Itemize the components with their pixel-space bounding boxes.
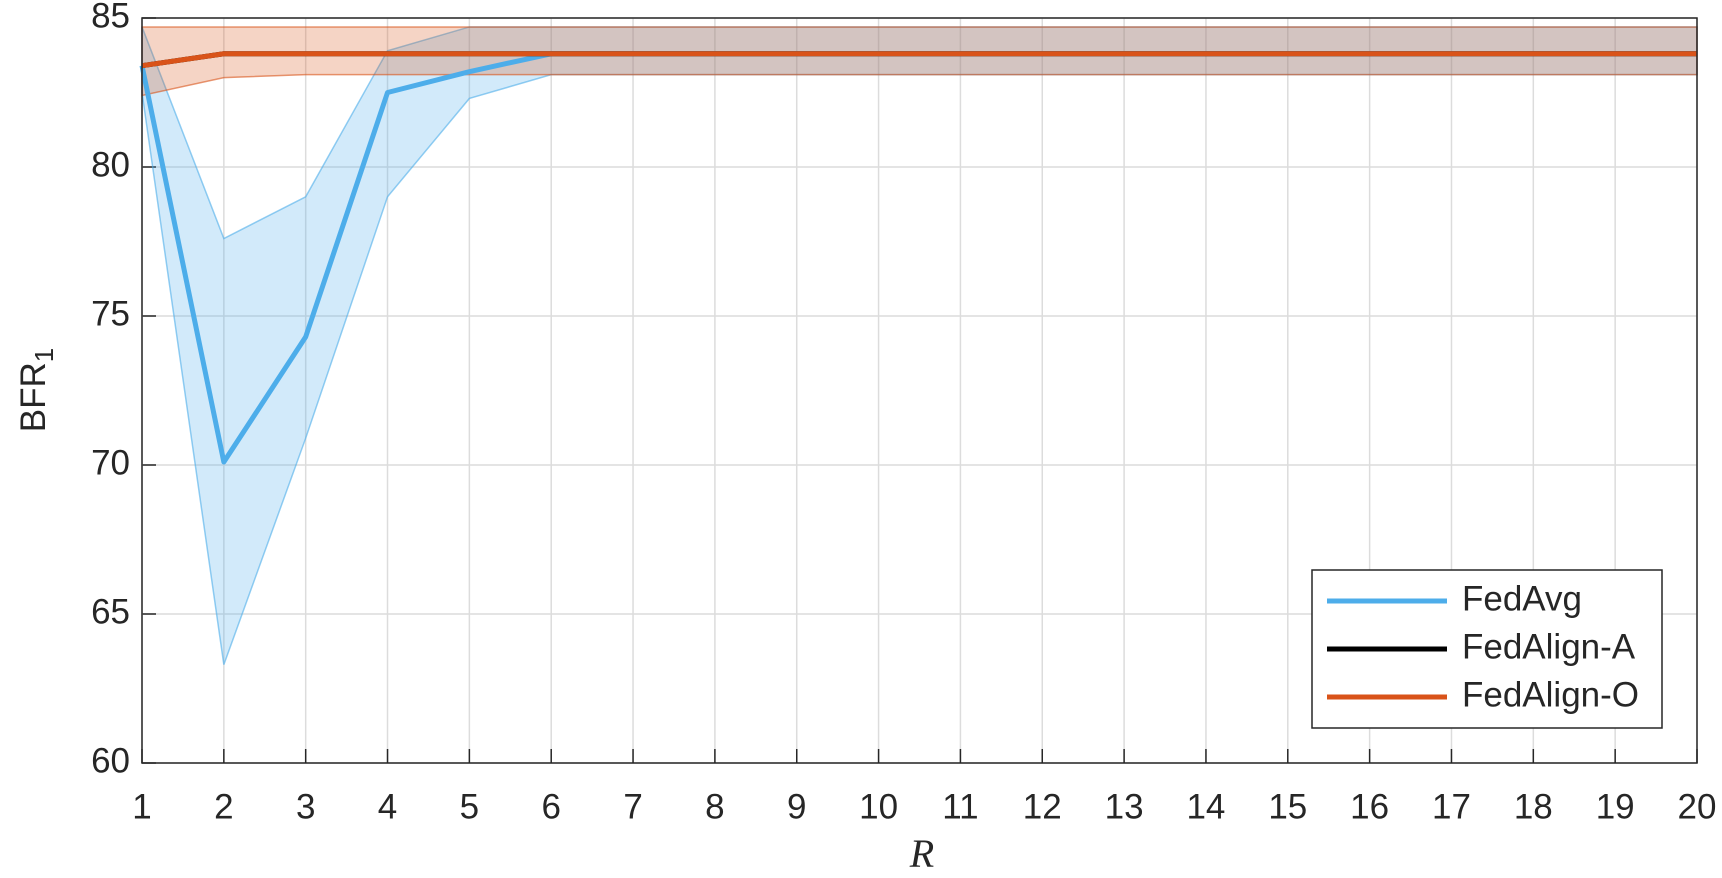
y-tick-label: 75: [91, 294, 130, 333]
x-tick-label: 3: [296, 787, 315, 826]
axes-box: [141, 17, 1698, 764]
x-tick-label: 10: [859, 787, 898, 826]
x-tick-label: 19: [1596, 787, 1635, 826]
y-tick-label: 70: [91, 443, 130, 482]
legend-label: FedAvg: [1462, 579, 1582, 618]
x-axis-label: R: [909, 831, 934, 876]
x-tick-label: 14: [1186, 787, 1225, 826]
x-tick-label: 1: [132, 787, 151, 826]
y-axis-label: BFR1: [14, 348, 59, 432]
x-tick-label: 16: [1350, 787, 1389, 826]
legend-label: FedAlign-O: [1462, 675, 1639, 714]
x-tick-label: 8: [705, 787, 724, 826]
x-tick-label: 18: [1514, 787, 1553, 826]
x-tick-label: 6: [541, 787, 560, 826]
x-tick-label: 2: [214, 787, 233, 826]
legend-label: FedAlign-A: [1462, 627, 1636, 666]
y-tick-label: 80: [91, 145, 130, 184]
y-axis-label-subscript: 1: [29, 348, 59, 362]
series-line: [141, 51, 1697, 69]
y-tick-label: 85: [91, 0, 130, 35]
x-tick-label: 9: [787, 787, 806, 826]
x-tick-label: 5: [460, 787, 479, 826]
x-tick-label: 12: [1023, 787, 1062, 826]
y-tick-label: 65: [91, 592, 130, 631]
x-tick-label: 7: [623, 787, 642, 826]
x-tick-label: 15: [1268, 787, 1307, 826]
x-tick-label: 4: [378, 787, 397, 826]
x-tick-label: 13: [1105, 787, 1144, 826]
y-axis-label-main: BFR: [14, 362, 53, 432]
x-tick-label: 20: [1678, 787, 1717, 826]
x-tick-label: 17: [1432, 787, 1471, 826]
y-tick-label: 60: [91, 741, 130, 780]
x-tick-label: 11: [942, 787, 978, 826]
